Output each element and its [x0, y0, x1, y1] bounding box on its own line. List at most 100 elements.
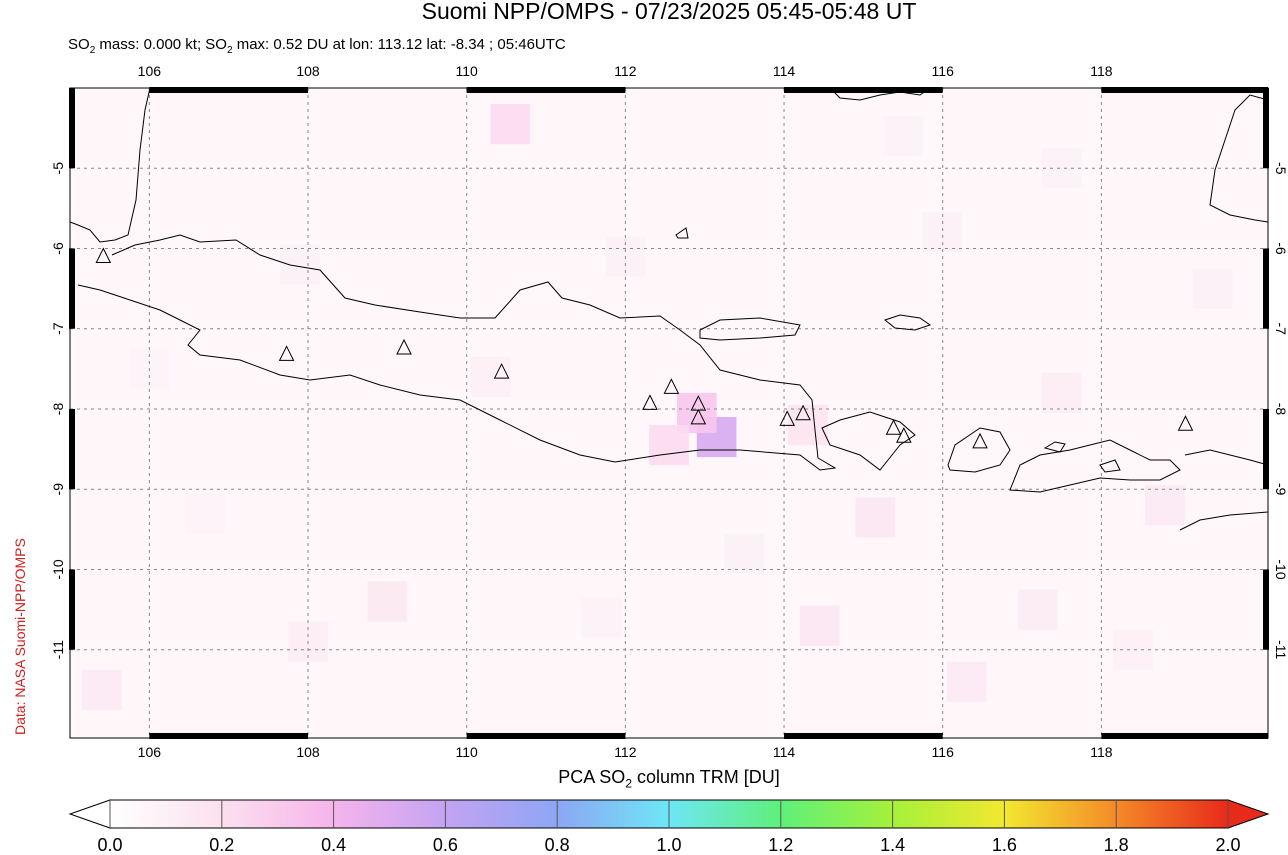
colorbar-title: PCA SO2 column TRM [DU]	[0, 767, 1288, 791]
colorbar-tick-label: 2.0	[1215, 835, 1240, 855]
x-tick-label-top: 116	[932, 63, 955, 79]
volcano-marker	[396, 338, 412, 355]
colorbar: 0.0 0.2 0.4 0.6 0.8 1.0 1.2 1.4 1.6 1.8 2.0	[68, 799, 1270, 855]
frame-bar-top	[784, 87, 943, 93]
frame-bar-right	[1263, 88, 1269, 169]
colorbar-arrow-low	[68, 799, 111, 829]
y-tick-label-right: -9	[1273, 483, 1288, 496]
so2-cell	[1041, 372, 1082, 413]
y-tick-label-left: -5	[50, 162, 66, 175]
chart-title: Suomi NPP/OMPS - 07/23/2025 05:45-05:48 …	[421, 0, 917, 24]
volcano-marker	[663, 378, 680, 394]
y-tick-label-left: -11	[50, 640, 66, 659]
sumbawa-coastline	[1009, 439, 1181, 493]
y-tick-label-right: -5	[1273, 162, 1288, 175]
colorbar-tick-label: 0.6	[433, 835, 458, 855]
x-tick-label-top: 106	[138, 63, 162, 79]
y-tick-label-right: -10	[1273, 559, 1288, 579]
volcano-marker	[972, 432, 988, 449]
so2-cell	[649, 425, 689, 466]
flores-coastline	[1184, 449, 1268, 466]
frame-bar-bottom	[466, 733, 626, 739]
so2-cell	[922, 212, 963, 253]
colorbar-tick-label: 1.8	[1104, 835, 1129, 855]
frame-bar-bottom	[784, 733, 943, 739]
volcano-marker	[95, 247, 112, 264]
bali-coastline	[821, 411, 916, 471]
bawean-coastline	[675, 227, 689, 239]
volcano-marker	[690, 408, 707, 425]
colorbar-title-sub: 2	[625, 776, 632, 791]
colorbar-tick-label: 1.2	[768, 835, 793, 855]
x-tick-label-top: 108	[296, 63, 320, 79]
colorbar-title-post: column TRM [DU]	[632, 767, 780, 787]
y-tick-label-right: -11	[1273, 640, 1288, 659]
colorbar-arrow-high	[1227, 799, 1270, 829]
so2-cell	[1113, 629, 1153, 670]
x-tick-label-top: 110	[456, 63, 479, 79]
chart-subtitle: SO2 mass: 0.000 kt; SO2 max: 0.52 DU at …	[68, 36, 566, 56]
volcano-marker	[642, 394, 658, 410]
frame-bar-left	[69, 408, 75, 490]
colorbar-tick-label: 1.4	[880, 835, 905, 855]
so2-cell	[788, 404, 828, 446]
volcano-marker	[779, 410, 796, 426]
so2-cell	[280, 244, 320, 285]
frame-bar-top	[466, 87, 626, 93]
so2-cell	[81, 669, 122, 710]
so2-cell	[724, 533, 765, 574]
subtitle-post: max: 0.52 DU at lon: 113.12 lat: -8.34 ;…	[232, 36, 566, 53]
so2-cell	[1192, 268, 1233, 309]
y-tick-label-left: -8	[50, 403, 66, 416]
lombok-coastline	[947, 427, 1011, 473]
subtitle-mid: mass: 0.000 kt; SO	[95, 36, 227, 53]
frame-bar-top	[1101, 87, 1268, 93]
frame-bar-left	[69, 88, 75, 169]
subtitle-sub: 2	[89, 45, 96, 56]
so2-cell	[1041, 148, 1082, 189]
madura-coastline	[699, 317, 801, 341]
kangean-coastline	[883, 314, 932, 331]
x-tick-label-bottom: 114	[773, 744, 796, 760]
colorbar-tick-label: 0.4	[321, 835, 346, 855]
y-tick-label-right: -7	[1273, 323, 1288, 336]
so2-cell	[470, 356, 511, 397]
x-tick-label-bottom: 108	[296, 744, 320, 760]
so2-cell	[946, 661, 987, 702]
so2-cell	[185, 493, 225, 534]
so2-cell	[855, 497, 896, 538]
volcano-markers	[95, 247, 1194, 449]
colorbar-tick-label: 1.6	[992, 835, 1017, 855]
x-tick-label-top: 118	[1090, 63, 1113, 79]
frame-bar-left	[69, 569, 75, 650]
volcano-marker	[1177, 415, 1194, 431]
borneo-coastline-north	[829, 88, 931, 101]
frame-bar-left	[69, 248, 75, 329]
so2-cell	[799, 605, 840, 646]
frame-bar-bottom	[1101, 733, 1268, 739]
grid-lines	[70, 88, 1268, 738]
colorbar-tick-label: 0.0	[97, 835, 122, 855]
so2-cell	[1018, 589, 1058, 630]
y-tick-label-right: -8	[1273, 403, 1288, 416]
frame-bar-right	[1263, 248, 1269, 329]
y-tick-label-left: -10	[50, 559, 66, 579]
y-tick-label-right: -6	[1273, 242, 1288, 255]
x-tick-label-bottom: 110	[456, 744, 479, 760]
x-tick-label-bottom: 112	[614, 744, 637, 760]
java-coastline	[77, 234, 837, 471]
sumatra-coastline	[70, 88, 151, 243]
so2-cell	[1145, 485, 1185, 526]
frame-bar-right	[1263, 408, 1269, 490]
borneo-coastline-east	[1209, 94, 1268, 223]
colorbar-tick-label: 0.2	[209, 835, 234, 855]
colorbar-tick-label: 0.8	[545, 835, 570, 855]
coastlines	[70, 88, 1268, 531]
x-tick-labels: 106 106 108 108 110 110 112 112 114 114 116 116 118 1…	[138, 63, 1113, 760]
frame-bar-right	[1263, 569, 1269, 650]
frame-bar-bottom	[149, 733, 309, 739]
x-tick-label-bottom: 116	[932, 744, 955, 760]
sumba-coastline	[1179, 511, 1268, 531]
so2-cell	[883, 116, 923, 157]
